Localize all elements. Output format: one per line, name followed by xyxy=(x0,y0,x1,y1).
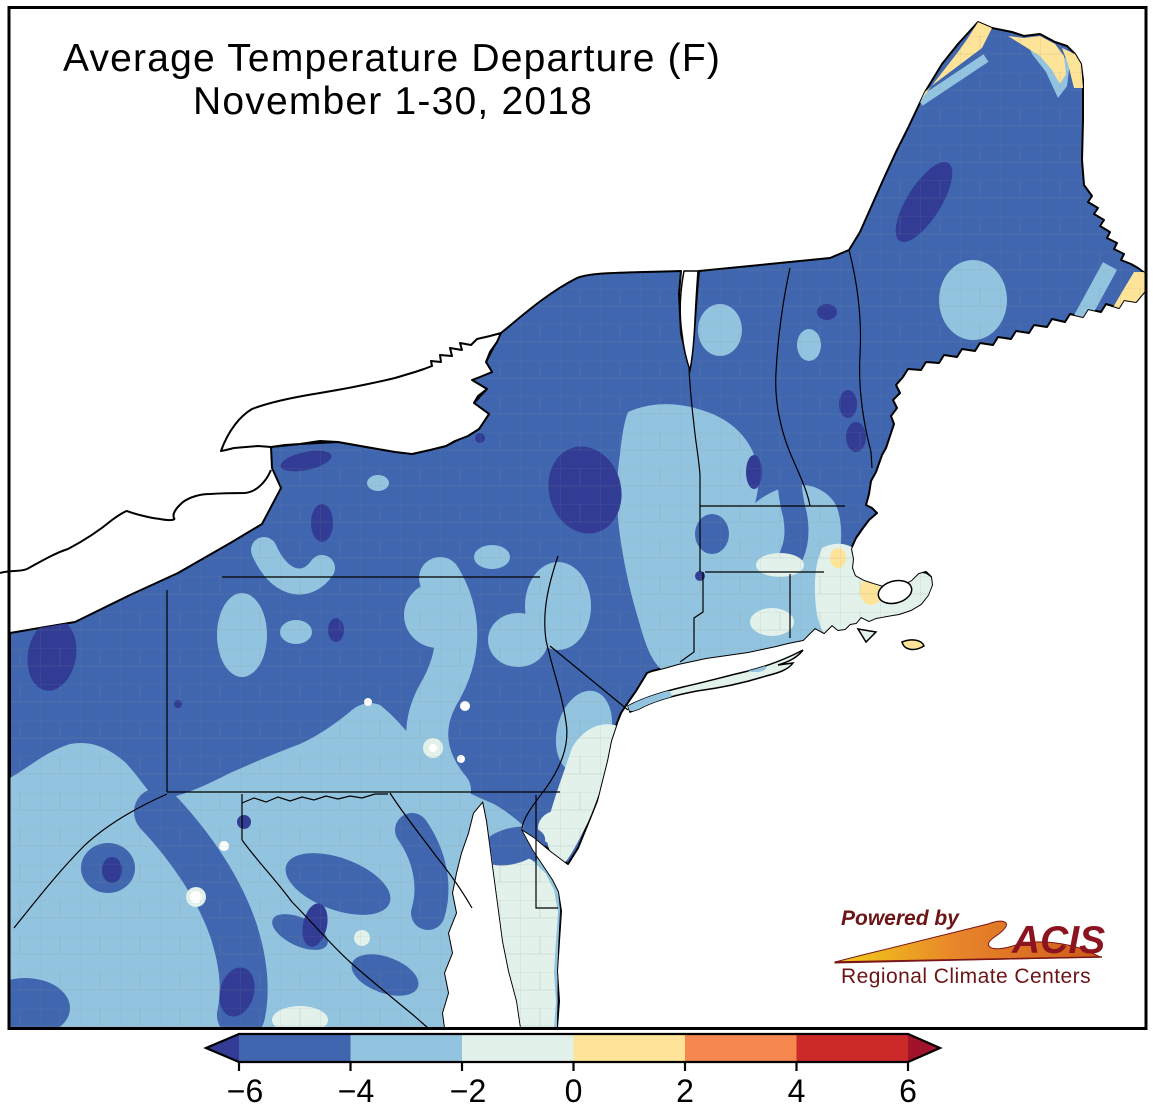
svg-text:Average Temperature Departure: Average Temperature Departure (F) xyxy=(63,37,721,80)
svg-text:Regional Climate Centers: Regional Climate Centers xyxy=(841,965,1091,988)
svg-text:4: 4 xyxy=(788,1073,806,1109)
svg-text:ACIS: ACIS xyxy=(1011,919,1105,962)
svg-text:2: 2 xyxy=(676,1073,694,1109)
svg-text:0: 0 xyxy=(565,1073,583,1109)
svg-text:November 1-30, 2018: November 1-30, 2018 xyxy=(193,80,593,123)
svg-text:Powered by: Powered by xyxy=(841,907,960,930)
svg-text:−6: −6 xyxy=(227,1073,263,1109)
svg-text:−4: −4 xyxy=(338,1073,374,1109)
svg-text:6: 6 xyxy=(899,1073,917,1109)
svg-text:−2: −2 xyxy=(450,1073,486,1109)
